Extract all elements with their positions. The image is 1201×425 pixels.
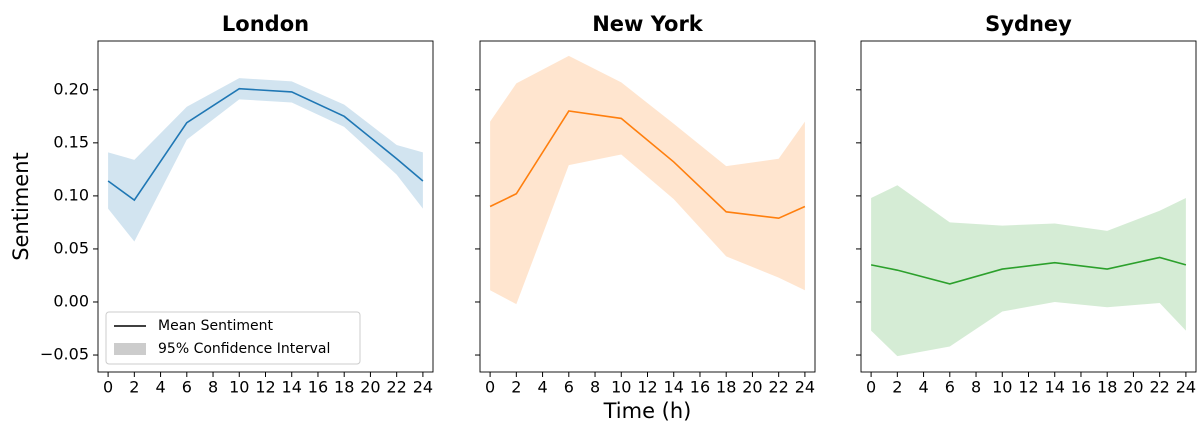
x-tick-label: 24 (413, 378, 433, 397)
chart-title: London (222, 12, 309, 36)
y-tick-label: −0.05 (40, 345, 89, 364)
axes-frame (860, 40, 1197, 373)
x-tick-label: 8 (971, 378, 981, 397)
mean-line (107, 87, 424, 202)
x-tick-label: 4 (918, 378, 928, 397)
x-tick-label: 22 (768, 378, 788, 397)
x-tick-label: 0 (485, 378, 495, 397)
x-tick-label: 20 (742, 378, 762, 397)
x-tick-label: 2 (129, 378, 139, 397)
x-tick-label: 0 (866, 378, 876, 397)
x-tick-label: 20 (360, 378, 380, 397)
legend-patch (114, 343, 146, 355)
x-tick-label: 10 (611, 378, 631, 397)
y-tick-label: 0.15 (53, 132, 89, 151)
legend-box (105, 311, 361, 365)
x-tick-label: 4 (537, 378, 547, 397)
y-tick-label: 0.20 (53, 79, 89, 98)
x-tick-label: 10 (229, 378, 249, 397)
x-tick-label: 16 (1071, 378, 1091, 397)
x-tick-label: 10 (992, 378, 1012, 397)
chart-title: Sydney (985, 12, 1072, 36)
x-tick-label: 2 (511, 378, 521, 397)
x-tick-label: 14 (664, 378, 684, 397)
x-tick-label: 14 (1045, 378, 1065, 397)
y-tick-label: 0.10 (53, 185, 89, 204)
x-tick-label: 16 (308, 378, 328, 397)
x-tick-label: 14 (282, 378, 302, 397)
x-tick-label: 16 (690, 378, 710, 397)
x-tick-label: 18 (334, 378, 354, 397)
x-tick-label: 8 (590, 378, 600, 397)
x-tick-label: 6 (564, 378, 574, 397)
x-tick-label: 4 (155, 378, 165, 397)
legend-label: Mean Sentiment (158, 318, 273, 334)
y-axis-label: Sentiment (9, 152, 33, 261)
confidence-band (871, 185, 1186, 357)
x-tick-label: 22 (386, 378, 406, 397)
x-tick-label: 22 (1149, 378, 1169, 397)
x-tick-label: 12 (255, 378, 275, 397)
confidence-band (108, 78, 423, 242)
x-tick-label: 24 (795, 378, 815, 397)
x-tick-label: 2 (892, 378, 902, 397)
mean-line (489, 110, 806, 219)
x-tick-label: 6 (945, 378, 955, 397)
confidence-band (490, 55, 805, 305)
axes-frame (97, 40, 434, 373)
x-tick-label: 8 (208, 378, 218, 397)
y-tick-label: 0.05 (53, 238, 89, 257)
x-tick-label: 6 (182, 378, 192, 397)
x-tick-label: 18 (716, 378, 736, 397)
x-axis-label: Time (h) (603, 399, 692, 423)
x-tick-label: 20 (1123, 378, 1143, 397)
mean-line (870, 256, 1187, 285)
chart-title: New York (592, 12, 704, 36)
x-tick-label: 12 (1018, 378, 1038, 397)
x-tick-label: 0 (103, 378, 113, 397)
axes-frame (479, 40, 816, 373)
x-tick-label: 12 (637, 378, 657, 397)
x-tick-label: 18 (1097, 378, 1117, 397)
y-tick-label: 0.00 (53, 291, 89, 310)
legend-label: 95% Confidence Interval (158, 341, 330, 357)
x-tick-label: 24 (1176, 378, 1196, 397)
